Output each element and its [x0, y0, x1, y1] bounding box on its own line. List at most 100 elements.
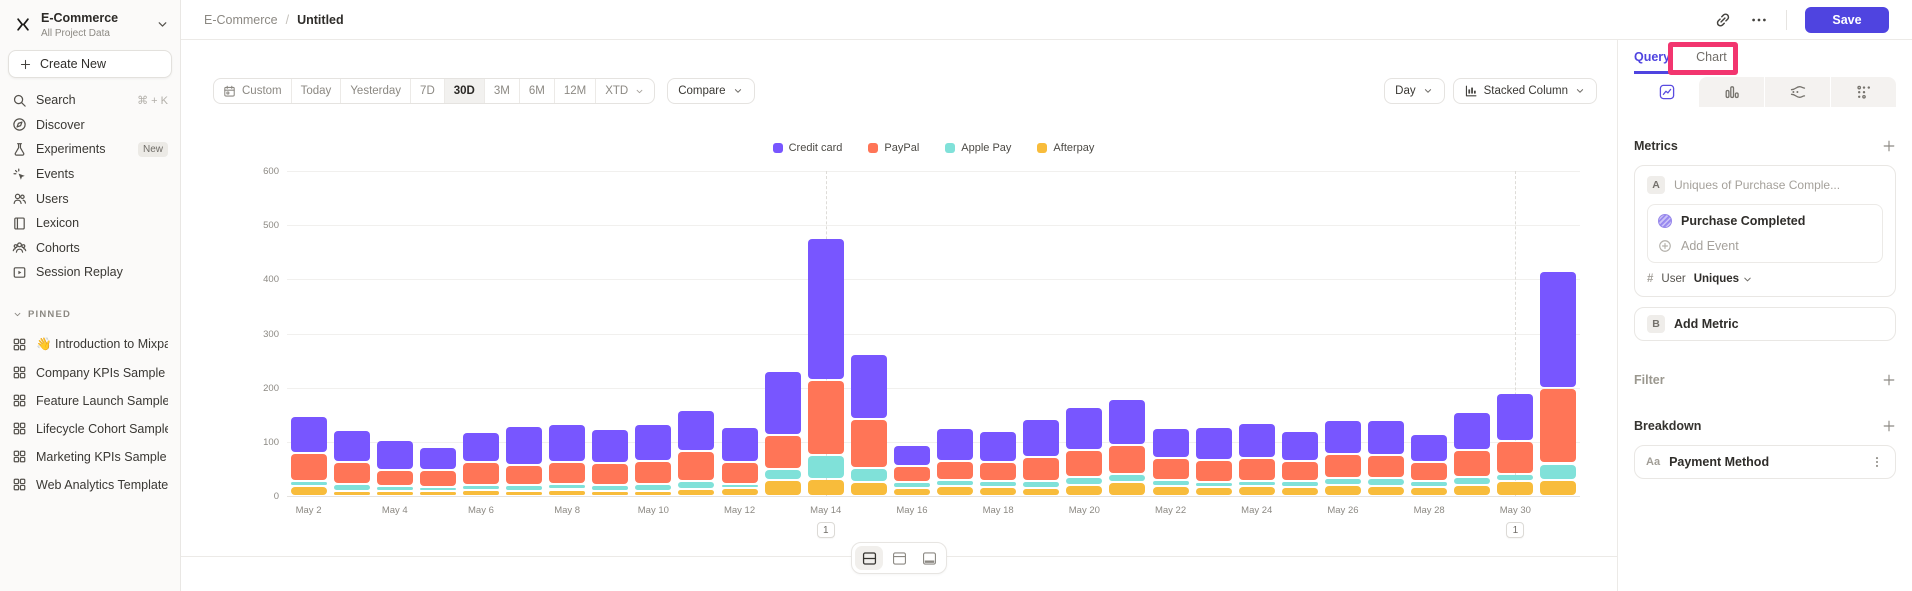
bar-segment-paypal[interactable]	[1454, 450, 1491, 477]
bar-segment-apple-pay[interactable]	[678, 481, 715, 488]
bar-segment-apple-pay[interactable]	[549, 484, 586, 489]
bar-segment-credit-card[interactable]	[506, 426, 543, 464]
pinned-board-item[interactable]: Web Analytics Template	[0, 471, 180, 499]
save-button[interactable]: Save	[1805, 6, 1889, 33]
breadcrumb-current[interactable]: Untitled	[297, 12, 344, 27]
bar-segment-afterpay[interactable]	[1411, 488, 1448, 495]
bar-segment-credit-card[interactable]	[1411, 434, 1448, 461]
workspace-switcher[interactable]: E-Commerce All Project Data	[0, 0, 180, 45]
bar-segment-afterpay[interactable]	[980, 487, 1017, 495]
bar-segment-credit-card[interactable]	[592, 430, 629, 462]
pinned-board-item[interactable]: Feature Launch Sample Template	[0, 387, 180, 415]
annotation-badge[interactable]: 1	[816, 522, 835, 538]
bar-segment-apple-pay[interactable]	[850, 468, 887, 482]
bar-segment-credit-card[interactable]	[333, 430, 370, 462]
view-tab-insights[interactable]	[1634, 77, 1699, 107]
bar-segment-credit-card[interactable]	[850, 355, 887, 419]
bar-segment-credit-card[interactable]	[1023, 420, 1060, 456]
bar-segment-apple-pay[interactable]	[592, 485, 629, 490]
bar-segment-apple-pay[interactable]	[893, 483, 930, 487]
bar-segment-paypal[interactable]	[592, 463, 629, 484]
bar-segment-apple-pay[interactable]	[721, 484, 758, 487]
bar-segment-afterpay[interactable]	[1281, 487, 1318, 495]
bar-segment-apple-pay[interactable]	[807, 456, 844, 479]
bar-segment-afterpay[interactable]	[1066, 486, 1103, 495]
bar-segment-apple-pay[interactable]	[506, 486, 543, 490]
breadcrumb-parent[interactable]: E-Commerce	[204, 12, 278, 27]
bar-segment-afterpay[interactable]	[333, 491, 370, 495]
bar-segment-credit-card[interactable]	[678, 411, 715, 451]
compare-button[interactable]: Compare	[667, 78, 755, 104]
bar-segment-afterpay[interactable]	[1368, 487, 1405, 495]
bar-segment-paypal[interactable]	[678, 452, 715, 480]
kebab-menu-icon[interactable]	[1870, 455, 1884, 469]
bar-segment-afterpay[interactable]	[419, 491, 456, 495]
bar-segment-apple-pay[interactable]	[1411, 481, 1448, 487]
legend-item-afterpay[interactable]: Afterpay	[1037, 142, 1094, 154]
bar-segment-paypal[interactable]	[549, 462, 586, 483]
bar-segment-credit-card[interactable]	[980, 432, 1017, 462]
date-range-xtd[interactable]: XTD	[596, 79, 654, 103]
bar-segment-paypal[interactable]	[1281, 461, 1318, 481]
bar-segment-credit-card[interactable]	[721, 427, 758, 461]
bar-segment-afterpay[interactable]	[376, 491, 413, 495]
layout-split-button[interactable]	[855, 546, 883, 570]
date-range-30d[interactable]: 30D	[444, 79, 485, 103]
legend-item-paypal[interactable]: PayPal	[868, 142, 919, 154]
bar-segment-credit-card[interactable]	[893, 445, 930, 466]
bar-segment-paypal[interactable]	[850, 420, 887, 467]
bar-segment-afterpay[interactable]	[1195, 488, 1232, 495]
bar-segment-paypal[interactable]	[290, 453, 327, 481]
bar-segment-afterpay[interactable]	[850, 483, 887, 495]
metric-a-title[interactable]: A Uniques of Purchase Comple...	[1647, 176, 1883, 194]
bar-segment-apple-pay[interactable]	[1497, 475, 1534, 480]
event-selector[interactable]: Purchase Completed	[1658, 214, 1872, 228]
bar-segment-apple-pay[interactable]	[376, 487, 413, 490]
sidebar-item-events[interactable]: Events	[0, 162, 180, 187]
bar-segment-paypal[interactable]	[1152, 459, 1189, 479]
bar-segment-afterpay[interactable]	[1324, 485, 1361, 495]
bar-segment-credit-card[interactable]	[1454, 413, 1491, 449]
bar-segment-credit-card[interactable]	[807, 239, 844, 380]
bar-segment-afterpay[interactable]	[1540, 480, 1577, 495]
bar-segment-afterpay[interactable]	[807, 480, 844, 495]
bar-segment-credit-card[interactable]	[1324, 421, 1361, 453]
sidebar-item-discover[interactable]: Discover	[0, 113, 180, 138]
bar-segment-apple-pay[interactable]	[764, 469, 801, 479]
legend-item-credit-card[interactable]: Credit card	[772, 142, 842, 154]
bar-segment-paypal[interactable]	[893, 467, 930, 482]
bar-segment-credit-card[interactable]	[290, 416, 327, 452]
bar-segment-apple-pay[interactable]	[1368, 479, 1405, 486]
copy-link-icon[interactable]	[1714, 11, 1732, 29]
bar-segment-paypal[interactable]	[1497, 441, 1534, 474]
bar-segment-apple-pay[interactable]	[333, 485, 370, 490]
bar-segment-apple-pay[interactable]	[1324, 479, 1361, 484]
bar-segment-apple-pay[interactable]	[1152, 480, 1189, 486]
bar-segment-paypal[interactable]	[1109, 445, 1146, 474]
bar-segment-paypal[interactable]	[419, 471, 456, 487]
tab-query[interactable]: Query	[1634, 50, 1671, 74]
date-range-custom[interactable]: Custom	[214, 79, 292, 103]
bar-segment-afterpay[interactable]	[290, 487, 327, 495]
bar-segment-paypal[interactable]	[462, 462, 499, 484]
sidebar-item-session-replay[interactable]: Session Replay	[0, 260, 180, 285]
bar-segment-paypal[interactable]	[721, 462, 758, 483]
bar-segment-paypal[interactable]	[1324, 454, 1361, 478]
bar-segment-afterpay[interactable]	[1109, 483, 1146, 495]
layout-bottom-button[interactable]	[915, 546, 943, 570]
pinned-board-item[interactable]: Lifecycle Cohort Sample Template	[0, 415, 180, 443]
bar-segment-paypal[interactable]	[1411, 462, 1448, 480]
bar-segment-afterpay[interactable]	[1023, 488, 1060, 495]
view-tab-bar[interactable]	[1699, 77, 1764, 107]
aggregation-dropdown[interactable]: Uniques	[1694, 273, 1753, 285]
bar-segment-afterpay[interactable]	[721, 488, 758, 495]
pinned-section-header[interactable]: PINNED	[0, 305, 180, 325]
bar-segment-afterpay[interactable]	[635, 491, 672, 495]
bar-segment-apple-pay[interactable]	[1023, 482, 1060, 487]
date-range-7d[interactable]: 7D	[411, 79, 445, 103]
date-range-yesterday[interactable]: Yesterday	[341, 79, 412, 103]
date-range-6m[interactable]: 6M	[520, 79, 555, 103]
bar-segment-credit-card[interactable]	[635, 424, 672, 460]
bar-segment-afterpay[interactable]	[592, 491, 629, 495]
bar-segment-paypal[interactable]	[506, 465, 543, 485]
